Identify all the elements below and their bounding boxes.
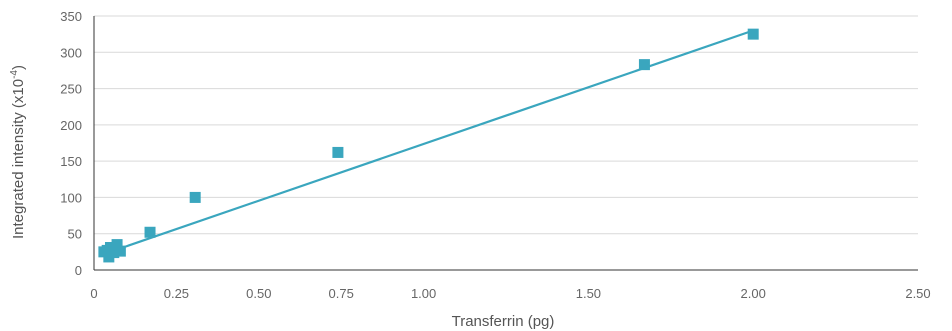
data-point [189, 191, 201, 203]
x-tick-label: 2.00 [741, 286, 766, 301]
x-tick-label: 0 [90, 286, 97, 301]
y-tick-label: 50 [68, 227, 82, 242]
x-tick-label: 0.25 [164, 286, 189, 301]
x-tick-label: 0.50 [246, 286, 271, 301]
x-axis-title: Transferrin (pg) [452, 313, 555, 330]
axes [93, 16, 918, 271]
y-axis-title: Integrated intensity (x10-4) [9, 65, 27, 239]
y-tick-label: 100 [60, 190, 82, 205]
data-point [638, 59, 650, 71]
x-tick-label: 1.50 [576, 286, 601, 301]
data-point [144, 226, 156, 238]
y-tick-label: 150 [60, 154, 82, 169]
x-tick-label: 0.75 [329, 286, 354, 301]
y-axis-title-superscript: -4 [9, 70, 20, 79]
trendline-group [103, 29, 754, 256]
data-point [332, 146, 344, 158]
y-tick-label: 350 [60, 9, 82, 24]
y-axis-title-close: ) [10, 65, 27, 70]
y-tick-label: 300 [60, 45, 82, 60]
data-point [747, 28, 759, 40]
data-point [114, 245, 126, 257]
gridlines [94, 15, 918, 235]
data-points [98, 28, 759, 263]
x-tick-labels: 0 0.25 0.50 0.75 1.00 1.50 2.00 2.50 [90, 286, 930, 301]
x-tick-label: 2.50 [905, 286, 930, 301]
y-tick-label: 200 [60, 118, 82, 133]
trendline [103, 29, 754, 256]
y-axis-title-main: Integrated intensity (x10 [10, 79, 27, 239]
x-tick-label: 1.00 [411, 286, 436, 301]
data-point [111, 239, 123, 251]
y-tick-label: 0 [75, 263, 82, 278]
y-tick-label: 250 [60, 82, 82, 97]
y-tick-labels: 0 50 100 150 200 250 300 350 [60, 9, 82, 278]
